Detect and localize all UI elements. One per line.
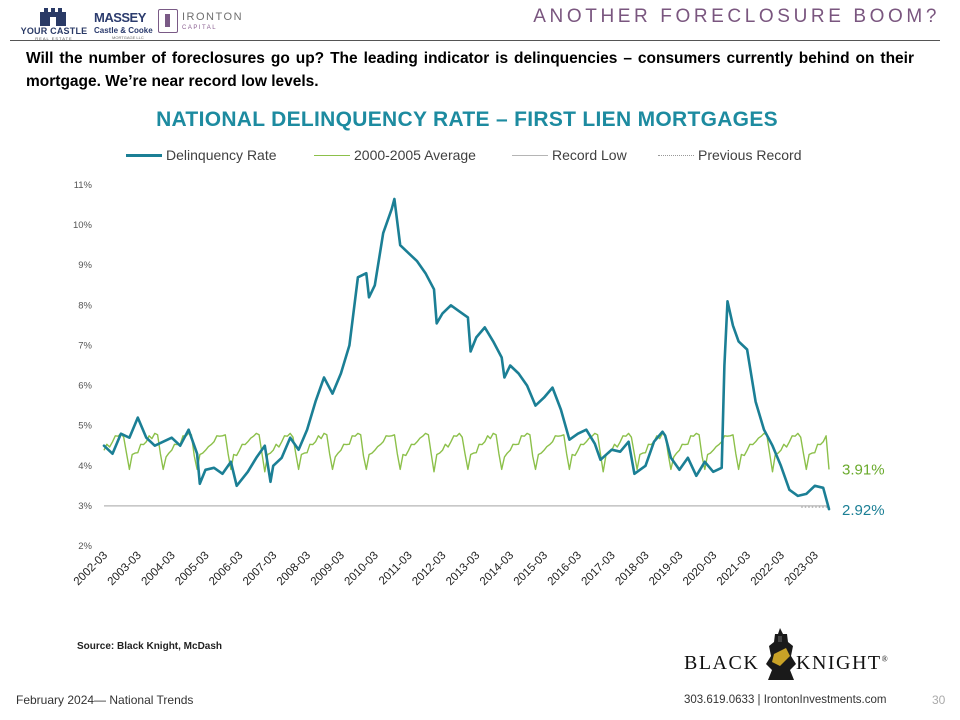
x-tick-label: 2008-03	[275, 550, 313, 588]
your-castle-line2: REAL ESTATE	[35, 36, 73, 41]
x-tick-label: 2023-03	[783, 550, 821, 588]
legend-label-average: 2000-2005 Average	[354, 147, 476, 163]
series-2000-2005-average	[103, 432, 830, 473]
x-tick-label: 2006-03	[207, 550, 245, 588]
chart-legend: Delinquency Rate 2000-2005 Average Recor…	[0, 147, 940, 164]
ironton-mark-icon	[158, 9, 178, 33]
x-tick-label: 2015-03	[512, 550, 550, 588]
x-tick-label: 2018-03	[613, 550, 651, 588]
delinquency-chart: 2%3%4%5%6%7%8%9%10%11% 2002-032003-03200…	[72, 180, 885, 588]
y-tick-label: 5%	[78, 421, 92, 432]
x-tick-label: 2021-03	[715, 550, 753, 588]
x-tick-label: 2009-03	[309, 550, 347, 588]
massey-line2: Castle & Cooke	[94, 26, 153, 35]
chart-title: NATIONAL DELINQUENCY RATE – FIRST LIEN M…	[156, 108, 778, 131]
footer-contact: 303.619.0633 | IrontonInvestments.com	[684, 694, 887, 706]
partner-logos: YOUR CASTLE REAL ESTATE MASSEY Castle & …	[10, 6, 250, 41]
legend-swatch-record-low	[512, 155, 548, 156]
legend-label-record-low: Record Low	[552, 147, 627, 163]
chart-series	[102, 197, 831, 511]
legend-swatch-average	[314, 155, 350, 156]
y-tick-label: 8%	[78, 300, 92, 311]
y-tick-label: 9%	[78, 260, 92, 271]
x-tick-label: 2010-03	[343, 550, 381, 588]
series-delinquency-rate	[102, 197, 831, 511]
massey-line3: MORTGAGE LLC	[112, 35, 144, 40]
x-axis-ticks: 2002-032003-032004-032005-032006-032007-…	[72, 550, 821, 588]
end-labels: 3.91% 2.92%	[842, 461, 885, 519]
x-tick-label: 2013-03	[444, 550, 482, 588]
x-tick-label: 2002-03	[72, 550, 110, 588]
x-tick-label: 2003-03	[106, 550, 144, 588]
legend-label-previous-record: Previous Record	[698, 147, 802, 163]
massey-line1: MASSEY	[94, 10, 146, 25]
y-tick-label: 2%	[78, 541, 92, 552]
registered-mark: ®	[881, 654, 890, 664]
x-tick-label: 2019-03	[647, 550, 685, 588]
x-tick-label: 2014-03	[478, 550, 516, 588]
ironton-line1: IRONTON	[182, 11, 244, 23]
knight-icon	[766, 628, 796, 680]
y-tick-label: 10%	[73, 220, 93, 231]
y-tick-label: 11%	[74, 180, 93, 191]
legend-label-delinquency-rate: Delinquency Rate	[166, 147, 277, 163]
intro-text: Will the number of foreclosures go up? T…	[26, 50, 914, 90]
x-tick-label: 2020-03	[681, 550, 719, 588]
x-tick-label: 2022-03	[749, 550, 787, 588]
end-label-average: 3.91%	[842, 461, 885, 478]
your-castle-line1: YOUR CASTLE	[20, 26, 88, 36]
x-tick-label: 2004-03	[139, 550, 177, 588]
end-label-delinquency-rate: 2.92%	[842, 502, 885, 519]
x-tick-label: 2005-03	[173, 550, 211, 588]
legend-swatch-delinquency-rate	[126, 154, 162, 157]
x-tick-label: 2011-03	[377, 550, 415, 588]
x-tick-label: 2012-03	[410, 550, 448, 588]
black-knight-logo: BLACK KNIGHT®	[684, 626, 904, 684]
footer-date: February 2024— National Trends	[16, 693, 194, 707]
x-tick-label: 2016-03	[546, 550, 584, 588]
black-knight-word2: KNIGHT®	[796, 652, 889, 675]
slide-title: ANOTHER FORECLOSURE BOOM?	[533, 6, 940, 27]
black-knight-word1: BLACK	[684, 652, 760, 674]
y-axis-ticks: 2% 3% 4% 5% 6% 7% 8% 9% 10% 11%	[73, 180, 93, 552]
title-divider	[10, 40, 940, 41]
ironton-line2: CAPITAL	[182, 25, 218, 31]
y-tick-label: 7%	[78, 340, 92, 351]
page-number: 30	[932, 693, 946, 707]
black-knight-word2-text: KNIGHT	[796, 652, 882, 674]
castle-icon	[40, 8, 66, 26]
y-tick-label: 3%	[78, 501, 92, 512]
x-tick-label: 2017-03	[579, 550, 617, 588]
x-tick-label: 2007-03	[241, 550, 279, 588]
legend-swatch-previous-record	[658, 155, 694, 156]
y-tick-label: 6%	[78, 381, 92, 392]
chart-source: Source: Black Knight, McDash	[77, 641, 223, 652]
y-tick-label: 4%	[78, 461, 92, 472]
